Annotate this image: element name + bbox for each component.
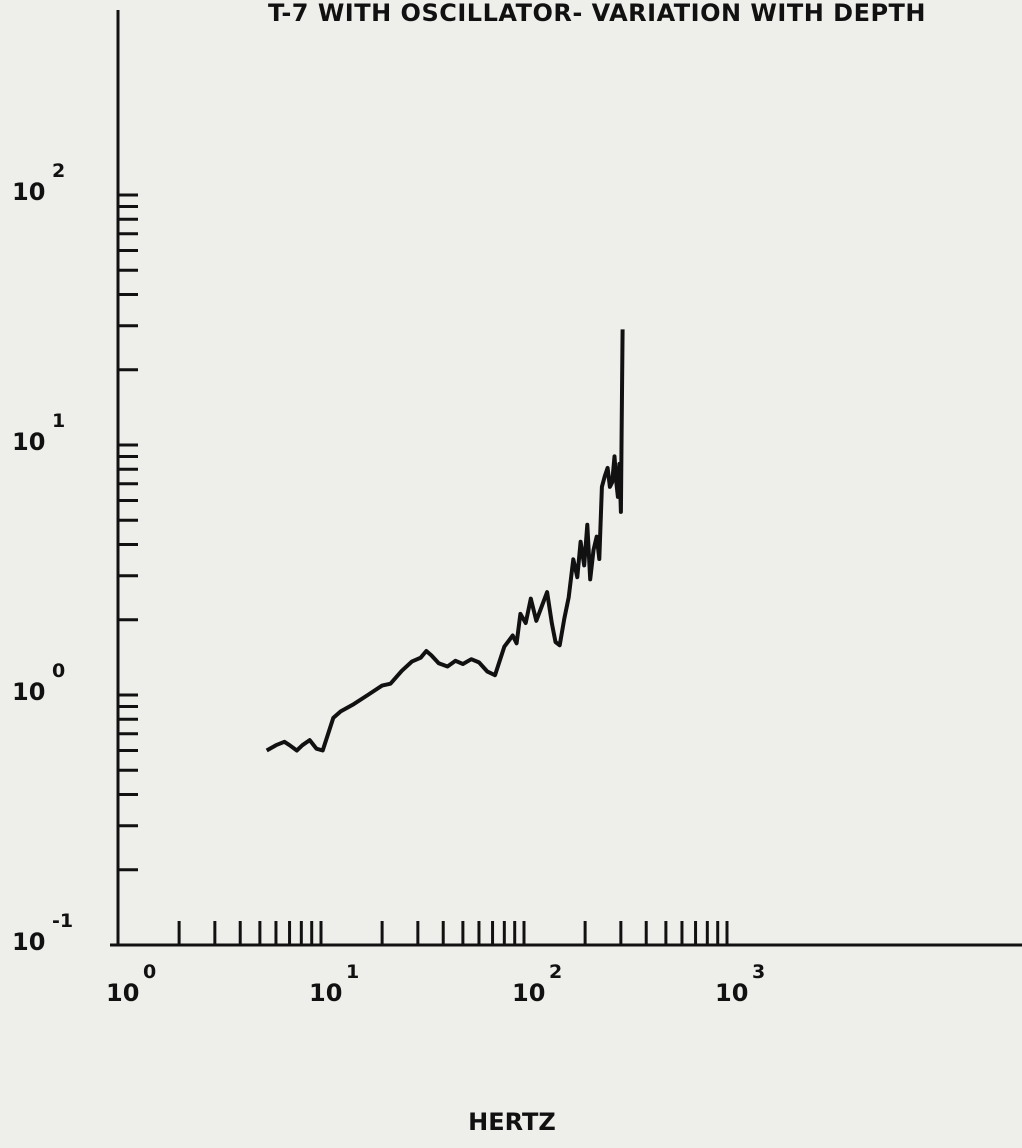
- x-tick-label-base: 10: [512, 979, 545, 1007]
- x-tick-label-exponent: 0: [143, 961, 156, 983]
- x-tick-label-exponent: 2: [549, 961, 562, 983]
- y-tick-label: 10 1: [12, 410, 65, 456]
- x-axis-label: HERTZ: [468, 1108, 556, 1136]
- y-tick-label-base: 10: [12, 428, 45, 456]
- x-tick-label-base: 10: [715, 979, 748, 1007]
- x-tick-label: 103: [715, 961, 765, 1007]
- y-tick-label-exponent: 0: [52, 660, 65, 682]
- y-tick-label: 10 -1: [12, 910, 73, 956]
- y-tick-label-exponent: -1: [52, 910, 73, 932]
- x-tick-label: 100: [106, 961, 156, 1007]
- y-tick-labels: 10 -1 10 0 10 1 10 2: [12, 160, 73, 956]
- x-tick-label: 101: [309, 961, 359, 1007]
- y-tick-label-exponent: 2: [52, 160, 65, 182]
- y-tick-label: 10 2: [12, 160, 65, 206]
- y-tick-label-base: 10: [12, 678, 45, 706]
- x-tick-label-base: 10: [309, 979, 342, 1007]
- x-tick-label-exponent: 3: [752, 961, 765, 983]
- x-tick-label: 102: [512, 961, 562, 1007]
- y-tick-label-base: 10: [12, 178, 45, 206]
- series-line-1: [265, 329, 625, 753]
- y-tick-marks: [118, 193, 138, 872]
- y-tick-label-base: 10: [12, 928, 45, 956]
- series-group: [265, 329, 625, 753]
- x-tick-label-exponent: 1: [346, 961, 359, 983]
- x-tick-label-base: 10: [106, 979, 139, 1007]
- y-tick-label: 10 0: [12, 660, 65, 706]
- x-tick-marks: [177, 921, 729, 945]
- chart-title: T-7 WITH OSCILLATOR- VARIATION WITH DEPT…: [268, 0, 926, 27]
- y-tick-label-exponent: 1: [52, 410, 65, 432]
